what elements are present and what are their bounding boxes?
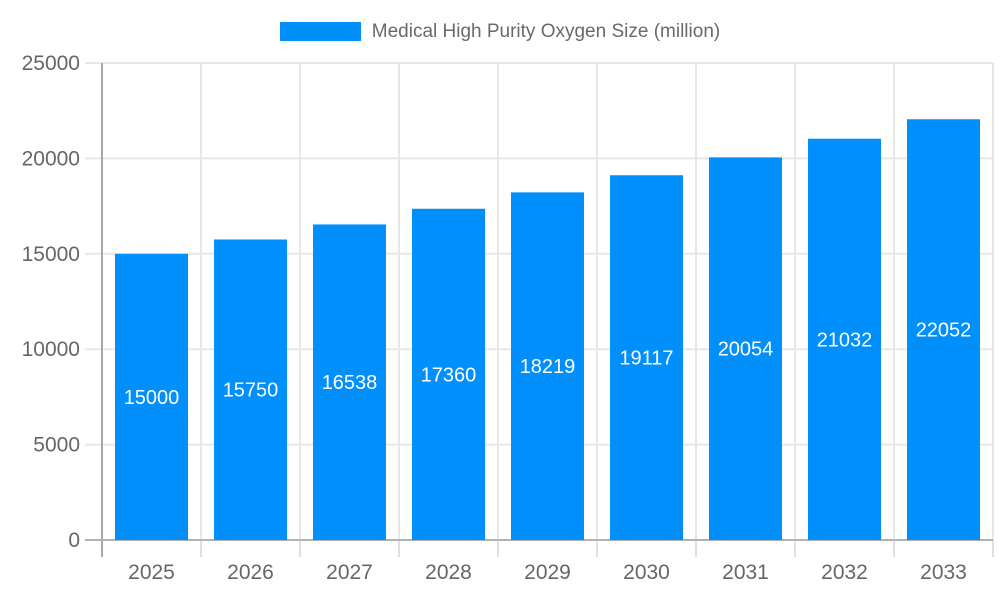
bar-2028[interactable]	[412, 208, 485, 541]
x-tick-label: 2030	[623, 561, 670, 584]
legend-item[interactable]: Medical High Purity Oxygen Size (million…	[279, 21, 721, 42]
bar-value-label: 15000	[124, 387, 180, 409]
bar-value-label: 18219	[520, 356, 576, 378]
bar-2031[interactable]	[709, 157, 782, 540]
y-tick-label: 25000	[22, 52, 80, 75]
y-tick-label: 0	[68, 529, 80, 552]
x-tick-label: 2027	[326, 561, 373, 584]
x-tick-label: 2033	[920, 561, 967, 584]
bar-2027[interactable]	[313, 224, 386, 540]
y-tick-label: 20000	[22, 147, 80, 170]
legend-swatch	[279, 22, 361, 41]
bar-2032[interactable]	[808, 138, 881, 540]
x-tick-label: 2029	[524, 561, 571, 584]
bar-2029[interactable]	[511, 192, 584, 541]
bar-2026[interactable]	[214, 239, 287, 541]
bar-value-label: 19117	[619, 348, 673, 370]
x-tick-label: 2025	[128, 561, 175, 584]
bar-value-label: 17360	[421, 364, 477, 386]
bar-value-label: 15750	[223, 380, 279, 402]
bar-value-label: 16538	[322, 372, 378, 394]
x-tick-label: 2032	[821, 561, 868, 584]
y-tick-label: 15000	[22, 243, 80, 266]
bar-2030[interactable]	[610, 175, 683, 541]
bar-value-label: 21032	[817, 329, 873, 351]
bar-2033[interactable]	[907, 119, 980, 541]
x-tick-label: 2026	[227, 561, 274, 584]
bar-value-label: 22052	[916, 320, 972, 342]
bar-value-label: 20054	[718, 339, 774, 361]
y-tick-label: 10000	[22, 338, 80, 361]
legend: Medical High Purity Oxygen Size (million…	[0, 22, 1000, 41]
bar-2025[interactable]	[115, 253, 188, 541]
y-tick-label: 5000	[33, 434, 80, 457]
legend-label: Medical High Purity Oxygen Size (million…	[371, 21, 721, 42]
x-tick-label: 2031	[722, 561, 769, 584]
x-tick-label: 2028	[425, 561, 472, 584]
